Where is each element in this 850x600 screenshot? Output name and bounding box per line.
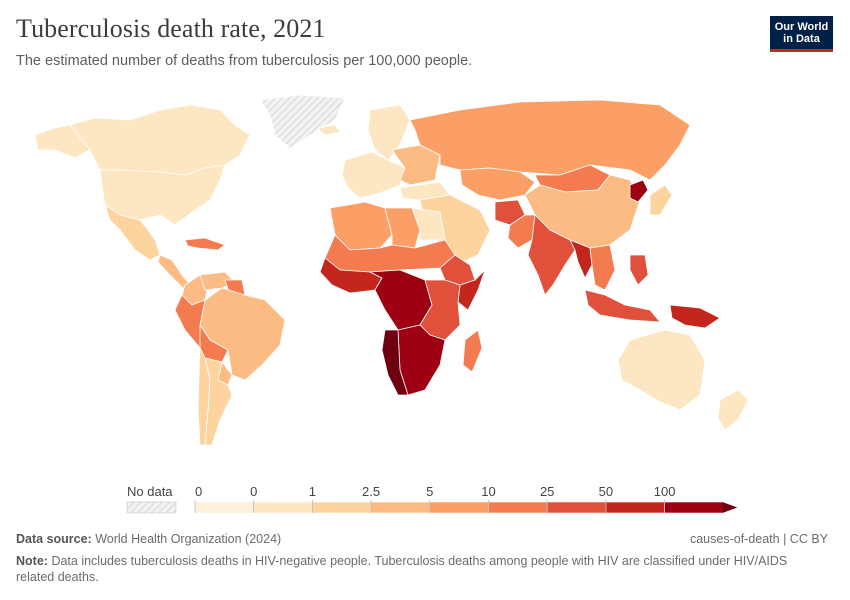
region-kazakhstan[interactable] — [459, 167, 536, 201]
note-text: Data includes tuberculosis deaths in HIV… — [16, 554, 788, 584]
region-caribbean[interactable] — [184, 237, 226, 251]
legend-bin-0 — [194, 501, 255, 514]
region-north-korea[interactable] — [629, 179, 649, 203]
region-india[interactable] — [527, 214, 576, 296]
legend-no-data-swatch — [126, 501, 177, 514]
logo-line-1: Our World — [774, 20, 829, 33]
legend-tick-label: 1 — [309, 484, 316, 499]
legend-tick-label: 100 — [654, 484, 676, 499]
legend-bin-2 — [312, 501, 372, 514]
region-egypt[interactable] — [411, 207, 446, 241]
owid-logo[interactable]: Our World in Data — [770, 16, 833, 52]
legend-bin-7 — [605, 501, 665, 514]
region-chile[interactable] — [197, 347, 211, 446]
legend-tick-label: 5 — [426, 484, 433, 499]
region-central-america[interactable] — [157, 254, 191, 289]
color-legend: No data 0 0 1 2.5 5 10 25 50 100 — [126, 484, 738, 514]
legend-bin-1 — [253, 501, 313, 514]
region-australia[interactable] — [617, 329, 706, 411]
region-iceland[interactable] — [317, 124, 341, 136]
legend-bins — [194, 501, 738, 514]
note-line: Note: Data includes tuberculosis deaths … — [16, 553, 826, 585]
region-madagascar[interactable] — [462, 329, 483, 373]
world-map[interactable] — [0, 90, 850, 460]
legend-bin-8 — [664, 501, 724, 514]
legend-bin-4 — [429, 501, 489, 514]
legend-bin-5 — [488, 501, 548, 514]
chart-title: Tuberculosis death rate, 2021 — [16, 14, 326, 43]
source-label: Data source: — [16, 532, 92, 546]
country-regions — [34, 94, 749, 446]
legend-tick-label: 0 — [250, 484, 257, 499]
legend-tick-label: 10 — [481, 484, 495, 499]
legend-tick-label: 0 — [195, 484, 202, 499]
legend-tick-label: 2.5 — [362, 484, 380, 499]
legend-tick-label: 25 — [540, 484, 554, 499]
license-text[interactable]: causes-of-death | CC BY — [689, 532, 828, 546]
source-text[interactable]: World Health Organization (2024) — [95, 532, 282, 546]
chart-subtitle: The estimated number of deaths from tube… — [16, 53, 473, 69]
region-indonesia[interactable] — [584, 289, 661, 323]
region-greenland[interactable] — [259, 94, 346, 149]
note-label: Note: — [16, 554, 48, 568]
legend-no-data-label: No data — [127, 484, 173, 499]
legend-bin-overflow-arrow — [722, 502, 738, 513]
source-line: Data source: World Health Organization (… — [16, 532, 281, 546]
region-alaska[interactable] — [34, 124, 91, 159]
legend-bin-6 — [546, 501, 607, 514]
region-western-europe[interactable] — [341, 151, 406, 199]
region-philippines[interactable] — [629, 254, 649, 286]
region-papua-new-guinea[interactable] — [669, 304, 721, 329]
region-canada[interactable] — [69, 104, 251, 176]
legend-tick-label: 50 — [599, 484, 613, 499]
region-russia[interactable] — [409, 99, 691, 181]
region-namibia[interactable] — [381, 329, 409, 396]
region-east-africa[interactable] — [419, 279, 461, 341]
legend-bin-3 — [370, 501, 431, 514]
logo-line-2: in Data — [783, 32, 820, 45]
region-mainland-southeast-asia[interactable] — [589, 244, 616, 291]
region-japan[interactable] — [649, 184, 673, 216]
region-new-zealand[interactable] — [717, 389, 749, 431]
legend-ticks: 0 0 1 2.5 5 10 25 50 100 — [194, 484, 676, 513]
